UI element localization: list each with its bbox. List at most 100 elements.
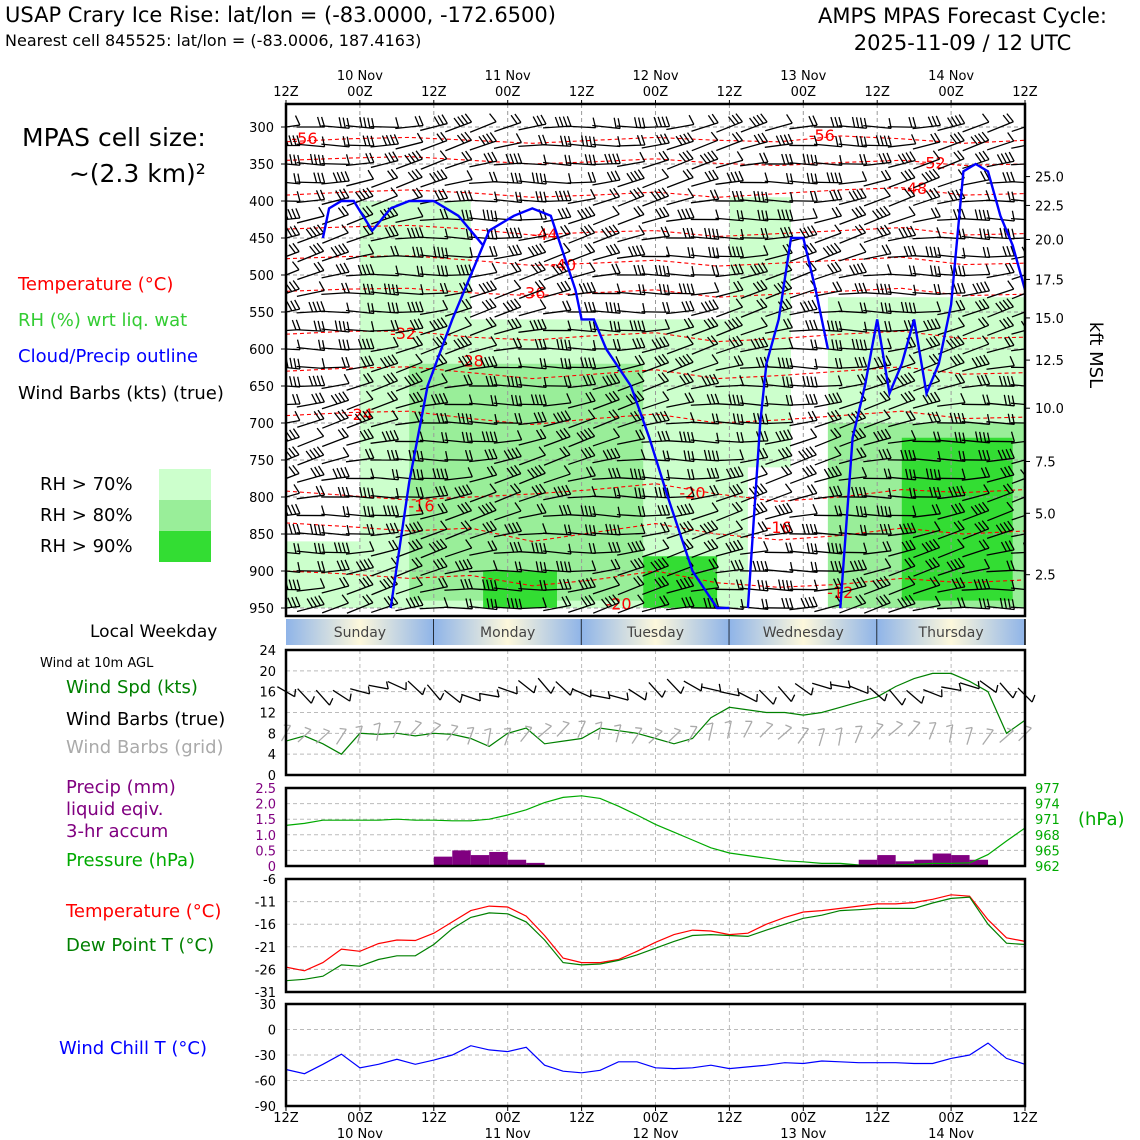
wind-barb-feather (345, 542, 350, 553)
wind-barb-feather (897, 598, 905, 608)
wind-barb-feather (290, 300, 297, 311)
wind-barb-feather (732, 484, 740, 495)
wind-barb (616, 320, 646, 332)
wind-barb-feather (439, 486, 445, 497)
wind-barb-feather (1008, 262, 1015, 273)
wind-barb-shaft (838, 476, 867, 481)
wind-barb-feather (415, 372, 423, 382)
wind-barb-shaft (690, 439, 719, 444)
wind-barb-feather (609, 244, 617, 255)
wind-barb (887, 505, 917, 517)
wind-barb-shaft (863, 273, 892, 277)
wind-barb-feather (411, 373, 420, 383)
barb-grid-feather (835, 727, 843, 731)
wind-barb-feather (777, 357, 782, 368)
wind-barb-feather (886, 448, 892, 459)
wind-barb-shaft (371, 565, 398, 577)
wind-barb-feather (583, 225, 592, 235)
barb-true (888, 689, 907, 706)
wind-barb-feather (419, 487, 424, 498)
wind-barb-feather (835, 339, 839, 351)
temp-label: Temperature (°C) (66, 901, 222, 922)
wind-barb-shaft (444, 547, 472, 558)
wind-barb (641, 539, 670, 558)
wind-barb-feather (960, 597, 966, 608)
wind-barb-feather (687, 188, 695, 198)
wind-barb-feather (436, 265, 441, 276)
wind-barb (887, 468, 917, 481)
wind-barb-feather (873, 357, 880, 368)
wind-barb-feather (317, 172, 322, 183)
wind-barb-feather (905, 540, 913, 551)
wind-barb (888, 575, 916, 596)
barb-grid-feather (745, 720, 753, 723)
barb-grid-shaft (838, 727, 843, 746)
wind-barb-feather (725, 542, 732, 553)
wind-barb (444, 539, 473, 558)
wind-barb-shaft (395, 513, 424, 518)
wind-barb-feather (466, 170, 473, 180)
wind-barb-feather (625, 395, 634, 405)
wind-barb-shaft (937, 402, 966, 407)
wind-barb (691, 316, 719, 336)
weekday-band (433, 619, 582, 645)
wind-barb-feather (931, 411, 938, 423)
wind-barb (469, 316, 497, 337)
wind-barb-feather (319, 485, 326, 496)
wind-barb-feather (933, 469, 938, 480)
wind-barb-feather (904, 373, 912, 383)
wind-barb (937, 299, 966, 316)
wind-barb-feather (707, 151, 715, 161)
wind-barb-shaft (863, 195, 891, 207)
wind-barb-feather (878, 153, 884, 164)
barb-grid-shaft (467, 727, 475, 745)
wind-barb-feather (288, 466, 296, 476)
wind-barb-shaft (296, 289, 325, 298)
wind-barb (666, 596, 695, 611)
wind-barb-feather (683, 450, 687, 461)
barb-true-feather (590, 689, 592, 698)
height-kft-label: 10.0 (1035, 402, 1064, 417)
wind-barb-feather (415, 353, 423, 363)
wind-barb (641, 521, 670, 538)
wind-barb-feather (436, 468, 441, 479)
barb-true (407, 680, 426, 696)
wind-barb-shaft (912, 604, 941, 612)
wind-barb (838, 153, 868, 165)
wind-barb (370, 429, 399, 444)
wind-barb (666, 227, 695, 239)
wind-barb-feather (558, 116, 564, 127)
wind-barb-feather (678, 283, 683, 294)
wind-barb-feather (713, 484, 720, 495)
wind-barb-feather (465, 228, 469, 240)
wind-barb-feather (780, 466, 789, 476)
wind-barb-feather (336, 171, 342, 183)
wind-barb (444, 247, 473, 259)
wind-barb-feather (760, 279, 768, 290)
barb-true-shaft (517, 679, 535, 694)
wind-barb-feather (432, 468, 437, 479)
wind-barb (395, 538, 423, 558)
wind-barb-feather (560, 411, 568, 421)
wind-barb (863, 152, 892, 167)
wind-barb-feather (1029, 503, 1035, 513)
wind-barb-feather (1031, 483, 1037, 493)
wind-barb-feather (1009, 355, 1015, 367)
wind-barb (296, 485, 326, 500)
wind-barb-feather (785, 153, 790, 165)
wind-barb-feather (612, 205, 620, 215)
wind-barb (286, 484, 301, 502)
wind-barb-feather (637, 372, 645, 382)
wind-barb (493, 597, 523, 610)
wind-barb-feather (883, 409, 891, 419)
wind-barb-feather (961, 468, 966, 479)
wind-barb (937, 502, 966, 520)
wind-barb (962, 131, 990, 152)
wind-barb-feather (458, 486, 465, 496)
wind-barb-feather (296, 191, 301, 202)
wind-barb-feather (1020, 469, 1025, 479)
wind-barb-feather (785, 446, 793, 457)
wind-barb-feather (383, 597, 391, 607)
wind-barb (616, 337, 646, 352)
wind-barb-feather (1007, 280, 1015, 290)
